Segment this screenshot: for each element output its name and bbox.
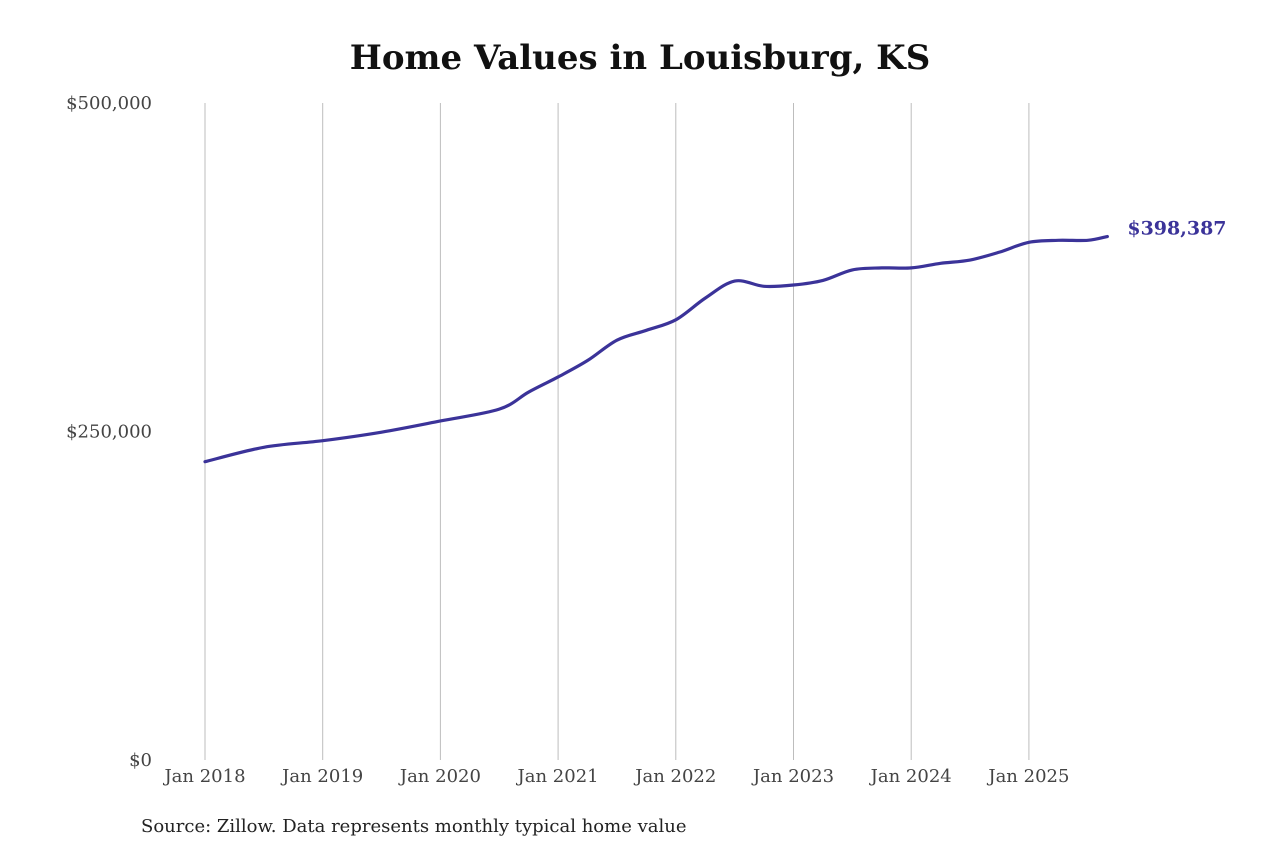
x-tick-label: Jan 2021: [516, 766, 599, 787]
y-tick-label: $500,000: [66, 93, 152, 114]
y-tick-label: $0: [129, 750, 152, 771]
x-tick-label: Jan 2022: [633, 766, 716, 787]
source-note: Source: Zillow. Data represents monthly …: [141, 816, 687, 837]
x-tick-label: Jan 2019: [280, 766, 363, 787]
x-tick-label: Jan 2024: [869, 766, 952, 787]
chart-title: Home Values in Louisburg, KS: [349, 38, 931, 78]
x-tick-label: Jan 2018: [162, 766, 245, 787]
x-tick-label: Jan 2025: [986, 766, 1069, 787]
x-tick-label: Jan 2023: [751, 766, 834, 787]
end-value-label: $398,387: [1127, 218, 1226, 240]
home-value-line: [203, 234, 1109, 464]
y-tick-label: $250,000: [66, 422, 152, 443]
x-tick-label: Jan 2020: [398, 766, 481, 787]
